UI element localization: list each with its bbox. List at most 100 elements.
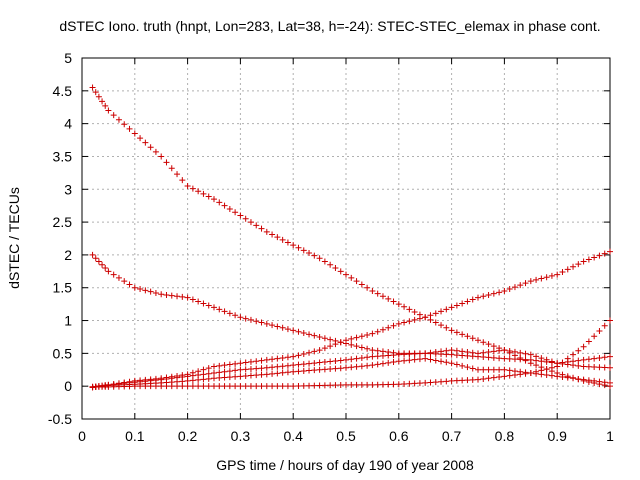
y-tick-label: 0.5 bbox=[53, 345, 73, 361]
data-point bbox=[258, 371, 265, 378]
x-tick-label: 0.7 bbox=[442, 428, 462, 444]
data-point bbox=[416, 315, 423, 322]
data-point bbox=[364, 284, 371, 291]
data-point bbox=[316, 255, 323, 262]
data-point bbox=[205, 302, 212, 309]
data-point bbox=[485, 349, 492, 356]
data-point bbox=[290, 383, 297, 390]
data-point bbox=[601, 354, 608, 361]
data-point bbox=[432, 379, 439, 386]
data-point bbox=[596, 354, 603, 361]
data-point bbox=[364, 331, 371, 338]
data-point bbox=[395, 381, 402, 388]
data-point bbox=[443, 324, 450, 331]
data-point bbox=[348, 356, 355, 363]
data-point bbox=[374, 353, 381, 360]
data-point bbox=[290, 242, 297, 249]
x-tick-label: 0.2 bbox=[178, 428, 198, 444]
data-point bbox=[364, 362, 371, 369]
data-point bbox=[263, 364, 270, 371]
data-point bbox=[448, 360, 455, 367]
data-point bbox=[390, 352, 397, 359]
data-point bbox=[575, 261, 582, 268]
data-point bbox=[295, 328, 302, 335]
data-point bbox=[131, 284, 138, 291]
data-point bbox=[247, 219, 254, 226]
data-point bbox=[501, 347, 508, 354]
data-point bbox=[184, 383, 191, 390]
data-point bbox=[575, 357, 582, 364]
data-point bbox=[548, 372, 555, 379]
y-axis-title: dSTEC / TECUs bbox=[6, 187, 22, 289]
data-point bbox=[564, 374, 571, 381]
data-point bbox=[580, 258, 587, 265]
data-point bbox=[443, 347, 450, 354]
data-point bbox=[379, 360, 386, 367]
data-point bbox=[559, 373, 566, 380]
data-point bbox=[263, 320, 270, 327]
data-point bbox=[258, 383, 265, 390]
data-point bbox=[126, 281, 133, 288]
data-point bbox=[306, 367, 313, 374]
data-point bbox=[343, 337, 349, 344]
data-point bbox=[242, 383, 249, 390]
data-point bbox=[147, 144, 154, 151]
data-point bbox=[306, 249, 313, 256]
data-point bbox=[401, 351, 408, 358]
data-point bbox=[163, 159, 170, 166]
data-point bbox=[321, 335, 328, 342]
data-point bbox=[485, 366, 492, 373]
data-point bbox=[126, 125, 133, 132]
x-tick-label: 0.4 bbox=[283, 428, 303, 444]
data-point bbox=[533, 368, 540, 375]
data-point bbox=[585, 338, 592, 345]
data-point bbox=[411, 350, 418, 357]
data-point bbox=[195, 376, 202, 383]
data-point bbox=[284, 326, 291, 333]
data-point bbox=[174, 383, 181, 390]
data-point bbox=[115, 383, 122, 390]
data-point bbox=[168, 383, 175, 390]
data-point bbox=[274, 234, 281, 241]
data-point bbox=[290, 362, 297, 369]
x-tick-label: 0 bbox=[78, 428, 86, 444]
data-point bbox=[221, 383, 228, 390]
data-point bbox=[596, 328, 603, 335]
data-point bbox=[585, 356, 592, 363]
data-point bbox=[490, 374, 497, 381]
data-point bbox=[422, 314, 429, 321]
data-point bbox=[353, 343, 360, 350]
data-point bbox=[448, 347, 455, 354]
data-point bbox=[416, 350, 423, 357]
data-point bbox=[258, 365, 265, 372]
data-point bbox=[115, 116, 122, 123]
data-point bbox=[311, 252, 318, 259]
data-point bbox=[496, 366, 503, 373]
data-point bbox=[464, 333, 471, 340]
data-point bbox=[369, 362, 376, 369]
data-point bbox=[548, 272, 555, 279]
data-point bbox=[306, 349, 313, 356]
data-point bbox=[406, 380, 413, 387]
data-point bbox=[416, 356, 423, 363]
data-point bbox=[337, 357, 344, 364]
data-point bbox=[253, 372, 260, 379]
data-point bbox=[105, 383, 112, 390]
data-point bbox=[232, 373, 239, 380]
data-point bbox=[337, 365, 344, 372]
data-point bbox=[242, 372, 249, 379]
data-point bbox=[607, 317, 613, 324]
x-tick-label: 0.5 bbox=[336, 428, 356, 444]
data-point bbox=[137, 135, 144, 142]
data-point bbox=[95, 93, 102, 100]
data-point bbox=[89, 84, 96, 91]
data-point bbox=[226, 374, 233, 381]
data-point bbox=[469, 376, 476, 383]
data-point bbox=[300, 382, 307, 389]
data-point bbox=[596, 252, 603, 259]
data-point bbox=[316, 382, 323, 389]
data-point bbox=[464, 298, 471, 305]
data-point bbox=[205, 383, 212, 390]
data-point bbox=[316, 366, 323, 373]
data-point bbox=[527, 356, 534, 363]
